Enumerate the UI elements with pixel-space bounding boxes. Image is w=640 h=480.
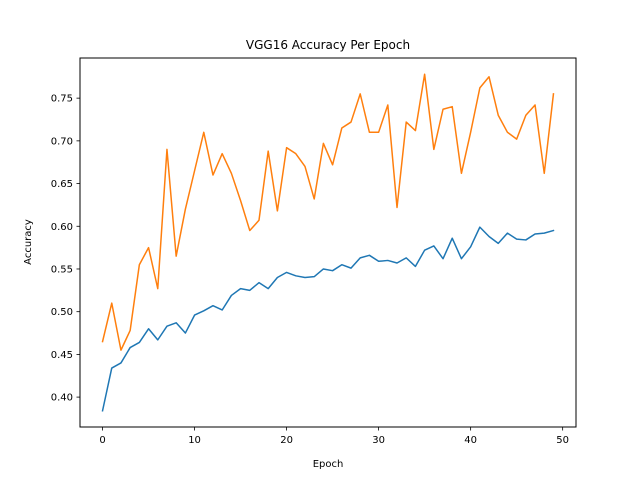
- y-axis-label: Accuracy: [23, 219, 34, 265]
- y-tick-label: 0.40: [51, 393, 73, 404]
- y-axis: 0.40 0.45 0.50 0.55 0.60 0.65 0.70 0.75: [51, 94, 80, 404]
- plot-area-frame: [79, 57, 577, 428]
- x-tick-label: 30: [372, 435, 385, 446]
- series-layer: [101, 73, 555, 412]
- x-axis-label: Epoch: [313, 459, 344, 470]
- y-tick-label: 0.55: [51, 264, 73, 275]
- series-1-line: [101, 226, 555, 412]
- x-tick-label: 10: [188, 435, 201, 446]
- y-tick-label: 0.75: [51, 94, 73, 105]
- x-tick-label: 20: [280, 435, 293, 446]
- x-tick-label: 0: [99, 435, 105, 446]
- y-tick-label: 0.45: [51, 350, 73, 361]
- y-tick-label: 0.70: [51, 136, 73, 147]
- x-axis: 0 10 20 30 40 50: [99, 427, 569, 446]
- y-tick-label: 0.50: [51, 307, 73, 318]
- y-tick-label: 0.60: [51, 222, 73, 233]
- y-tick-label: 0.65: [51, 179, 73, 190]
- chart-title: VGG16 Accuracy Per Epoch: [246, 38, 410, 52]
- x-tick-label: 50: [556, 435, 569, 446]
- series-2-line: [101, 73, 555, 351]
- x-tick-label: 40: [464, 435, 477, 446]
